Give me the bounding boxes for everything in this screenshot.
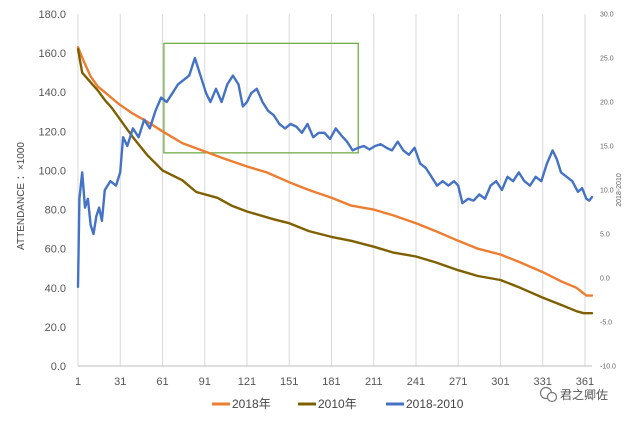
y-tick-label: 180.0 [38, 9, 66, 21]
legend-item-3: 2018-2010 [386, 397, 464, 411]
y2-tick-label: 5.0 [600, 232, 610, 239]
x-tick-label: 181 [322, 376, 340, 388]
x-tick-label: 61 [156, 376, 168, 388]
legend-item-2: 2010年 [298, 397, 357, 411]
y-tick-label: 140.0 [38, 87, 66, 99]
legend-item-1: 2018年 [212, 397, 271, 411]
y2-tick-label: 30.0 [600, 12, 614, 19]
legend-label: 2010年 [318, 397, 357, 411]
x-tick-label: 31 [114, 376, 126, 388]
y2-tick-label: -5.0 [600, 320, 612, 327]
highlight-box-layer [163, 42, 359, 154]
x-tick-label: 361 [576, 376, 594, 388]
legend-label: 2018年 [232, 397, 271, 411]
y-tick-label: 100.0 [38, 165, 66, 177]
x-tick-label: 241 [407, 376, 425, 388]
legend-label: 2018-2010 [406, 397, 464, 411]
y2-tick-label: 0.0 [600, 276, 610, 283]
y-axis-title: ATTENDANCE ：×1000 [16, 142, 27, 250]
x-tick-label: 151 [280, 376, 298, 388]
y-tick-label: 0.0 [51, 361, 66, 373]
y-tick-label: 80.0 [45, 205, 66, 217]
y-tick-label: 120.0 [38, 126, 66, 138]
highlight-box [163, 42, 359, 154]
x-tick-label: 271 [449, 376, 467, 388]
y2-tick-label: -10.0 [600, 364, 616, 371]
x-tick-label: 91 [199, 376, 211, 388]
watermark: 君之卿佐 [539, 386, 608, 403]
y2-axis-title: 2018-2010 [616, 173, 623, 207]
y-tick-label: 60.0 [45, 244, 66, 256]
y-tick-label: 40.0 [45, 283, 66, 295]
x-tick-label: 301 [491, 376, 509, 388]
x-tick-label: 211 [365, 376, 383, 388]
y2-tick-label: 20.0 [600, 100, 614, 107]
x-tick-label: 331 [534, 376, 552, 388]
x-tick-label: 121 [238, 376, 256, 388]
series-line-2 [76, 48, 594, 315]
y-tick-label: 160.0 [38, 48, 66, 60]
grid-lines [77, 14, 586, 366]
legend: 2018年 2010年 2018-2010 [212, 397, 464, 411]
series-layer [76, 46, 594, 315]
y2-tick-label: 25.0 [600, 56, 614, 63]
y2-tick-label: 10.0 [600, 188, 614, 195]
series-line-1 [76, 46, 594, 297]
wechat-icon [539, 386, 558, 403]
y-tick-label: 20.0 [45, 322, 66, 334]
series-line-3 [76, 56, 594, 288]
x-tick-label: 1 [75, 376, 81, 388]
axis-layer: 1 31 61 91 121 151 181 211 241 271 301 331 361 0.0 20.… [38, 9, 616, 388]
y2-tick-label: 15.0 [600, 144, 614, 151]
watermark-text: 君之卿佐 [560, 388, 608, 402]
